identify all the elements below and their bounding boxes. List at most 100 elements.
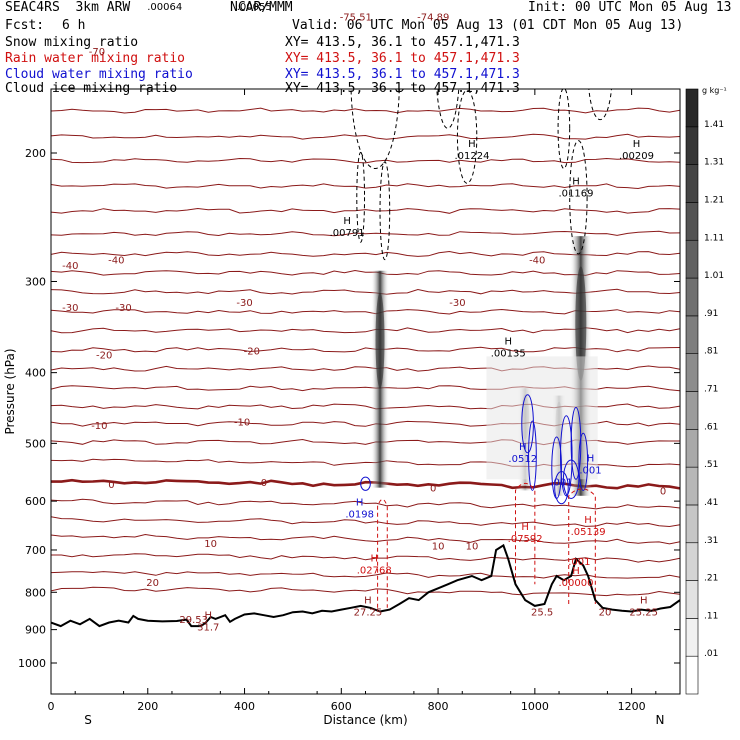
colorbar-segment <box>685 655 699 695</box>
colorbar-label: .91 <box>704 309 718 319</box>
isotherm-line <box>51 230 680 237</box>
isotherm-line <box>51 571 680 579</box>
colorbar-segment <box>685 466 699 506</box>
x-tick-label: 1000 <box>521 700 549 713</box>
contour-label: -30 <box>115 303 131 314</box>
isotherm-line <box>51 207 680 214</box>
colorbar-segment <box>685 618 699 657</box>
cloud-ice-contour <box>456 89 478 184</box>
colorbar-label: .11 <box>704 611 718 621</box>
contour-label: -40 <box>529 256 545 267</box>
colorbar-label: .21 <box>704 574 718 584</box>
extremum-marker: H <box>572 566 580 577</box>
snow-shading-core <box>575 266 587 381</box>
cloud-ice-contour <box>356 151 366 243</box>
y-axis-label: Pressure (hPa) <box>3 348 17 434</box>
x-tick-label: 400 <box>234 700 255 713</box>
contour-label: 0 <box>261 478 267 489</box>
colorbar-label: 1.41 <box>704 120 724 130</box>
isotherm-line <box>51 516 680 528</box>
colorbar-label: .71 <box>704 385 718 395</box>
extremum-marker: H <box>364 596 372 607</box>
extremum-marker: H <box>640 596 648 607</box>
extremum-marker: H <box>161 0 169 1</box>
extremum-marker: H <box>504 336 512 347</box>
extremum-marker: H <box>356 498 364 509</box>
y-tick-label: 600 <box>25 495 46 508</box>
isotherm-line <box>51 49 680 54</box>
colorbar-label: .01 <box>704 649 718 659</box>
cloud-water-contour <box>578 432 589 491</box>
cloud-ice-contour <box>588 89 612 121</box>
legend-rain-name: Rain water mixing ratio <box>5 51 186 66</box>
extremum-marker: H <box>343 216 351 227</box>
init-time: Init: 00 UTC Mon 05 Aug 13 <box>528 0 732 15</box>
rain-water-contour <box>514 482 536 585</box>
contour-label: -40 <box>62 261 78 272</box>
contour-label: 20 <box>599 608 612 619</box>
contour-label: -30 <box>62 303 78 314</box>
extremum-value: .00055 <box>237 2 272 13</box>
cloud-water-contour <box>559 415 573 497</box>
extremum-value: .00791 <box>330 228 365 239</box>
extremum-marker: H <box>572 176 580 187</box>
colorbar-label: .61 <box>704 422 718 432</box>
isotherm-line <box>51 107 680 114</box>
y-tick-label: 800 <box>25 586 46 599</box>
x-tick-label: 800 <box>428 700 449 713</box>
y-tick-label: 300 <box>25 275 46 288</box>
isotherm-line <box>51 533 680 545</box>
legend-rain-xy: XY= 413.5, 36.1 to 457.1,471.3 <box>285 51 520 66</box>
colorbar-segment <box>685 429 699 468</box>
colorbar-segment <box>685 88 699 128</box>
y-tick-label: 500 <box>25 437 46 450</box>
colorbar-label: .51 <box>704 460 718 470</box>
extremum-value: 25.25 <box>629 608 658 619</box>
isotherm-line <box>51 498 680 510</box>
colorbar-label: 1.31 <box>704 158 724 168</box>
extremum-value: 27.25 <box>354 608 383 619</box>
y-tick-label: 200 <box>25 147 46 160</box>
colorbar-segment <box>685 164 699 203</box>
cloud-water-contour <box>554 471 569 505</box>
isotherm-line <box>51 586 680 597</box>
extremum-value: .001 <box>579 466 601 477</box>
x-axis-label: Distance (km) <box>323 713 407 727</box>
valid-time: Valid: 06 UTC Mon 05 Aug 13 (01 CDT Mon … <box>292 18 684 33</box>
colorbar-segment <box>685 202 699 241</box>
contour-label: -74.89 <box>417 12 449 23</box>
y-tick-label: 400 <box>25 367 46 380</box>
isotherm-line <box>51 157 680 164</box>
cloud-ice-contour <box>569 140 588 255</box>
colorbar-segment <box>685 542 699 581</box>
extremum-value: .00000 <box>558 578 593 589</box>
model-title: SEAC4RS 3km ARW <box>5 0 131 15</box>
contour-label: -75.51 <box>340 12 372 23</box>
organization-label: NCAR/MMM <box>230 0 293 15</box>
snow-light-shading <box>486 356 598 480</box>
contour-label: -10 <box>234 418 250 429</box>
colorbar-segment <box>685 391 699 430</box>
extremum-value: .05139 <box>571 527 606 538</box>
contour-label: 10 <box>204 539 217 550</box>
x-tick-label: 1200 <box>618 700 646 713</box>
isotherm-line <box>51 80 680 85</box>
snow-shading-core <box>375 292 385 389</box>
colorbar-label: .31 <box>704 536 718 546</box>
cloud-water-contour <box>562 459 580 499</box>
contour-label: -30 <box>236 298 252 309</box>
terrain-line <box>51 543 680 628</box>
extremum-value: .01169 <box>558 188 593 199</box>
colorbar-segment <box>685 277 699 317</box>
cloud-water-contour <box>360 476 371 491</box>
contour-label: -20 <box>244 346 260 357</box>
forecast-label: Fcst: <box>5 18 45 33</box>
extremum-marker: H <box>587 454 595 465</box>
cloud-water-contour <box>528 420 537 491</box>
extremum-value: .001 <box>568 557 590 568</box>
forecast-hours: 6 h <box>62 18 86 33</box>
contour-label: 10 <box>432 541 445 552</box>
contour-label: 0 <box>430 484 436 495</box>
colorbar-label: .41 <box>704 498 718 508</box>
